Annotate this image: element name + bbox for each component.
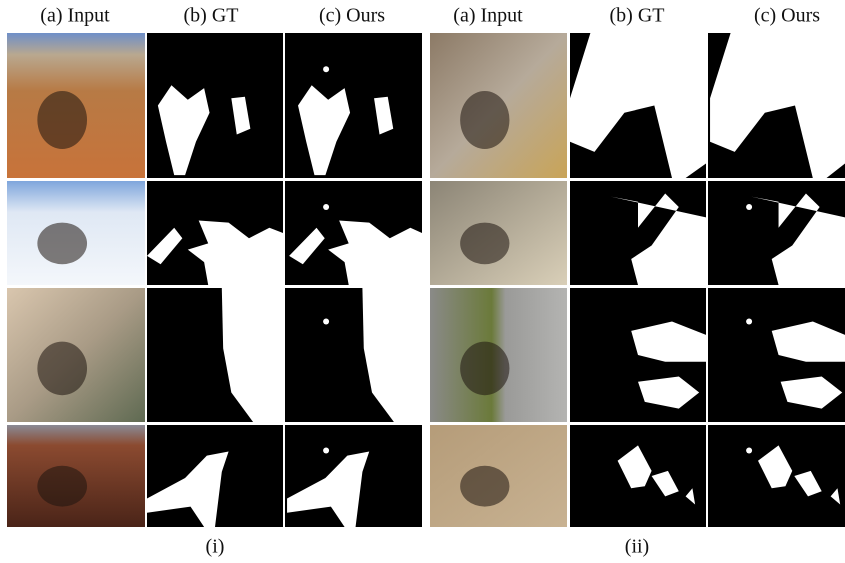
mask-speck [746, 447, 753, 454]
shadow-mask [231, 96, 251, 135]
mask-speck [323, 447, 330, 454]
mask-speck [323, 318, 330, 325]
shadow-mask [157, 85, 210, 176]
image-shadow [37, 91, 88, 149]
image-shadow [460, 341, 510, 396]
shadow-mask [638, 376, 700, 409]
shadow-mask [651, 470, 679, 497]
column-header: (a) Input [453, 5, 523, 27]
column-header: (c) Ours [319, 5, 385, 27]
mask-speck [323, 204, 330, 210]
shadow-mask [685, 488, 696, 505]
shadow-mask [147, 227, 183, 265]
image-shadow [460, 91, 510, 149]
image-shadow [37, 341, 88, 396]
shadow-mask [758, 445, 793, 489]
shadow-mask [751, 193, 845, 285]
shadow-mask [830, 488, 841, 505]
column-header: (b) GT [184, 5, 239, 27]
shadow-mask [328, 220, 422, 285]
shadow-mask [610, 193, 706, 285]
shadow-mask [374, 96, 394, 135]
column-header: (c) Ours [754, 5, 820, 27]
shadow-mask [771, 321, 845, 362]
shadow-mask [289, 227, 325, 265]
shadow-mask [617, 445, 652, 489]
shadow-mask [221, 288, 283, 422]
image-shadow [37, 222, 88, 265]
mask-speck [746, 204, 753, 210]
shadow-mask [287, 451, 370, 527]
shadow-mask [570, 33, 706, 178]
shadow-mask [362, 288, 422, 422]
mask-speck [746, 66, 753, 73]
mask-speck [746, 318, 753, 325]
panel-caption: (ii) [625, 536, 649, 558]
image-shadow [460, 222, 510, 265]
shadow-mask [298, 85, 351, 176]
shadow-mask [187, 220, 283, 285]
column-header: (b) GT [610, 5, 665, 27]
panel-caption: (i) [206, 536, 225, 558]
image-shadow [460, 465, 510, 507]
shadow-mask [631, 321, 706, 362]
shadow-mask [794, 470, 822, 497]
mask-speck [323, 66, 330, 73]
column-header: (a) Input [40, 5, 110, 27]
shadow-mask [710, 33, 845, 178]
shadow-mask [780, 376, 843, 409]
image-shadow [37, 465, 88, 507]
shadow-mask [147, 451, 229, 527]
